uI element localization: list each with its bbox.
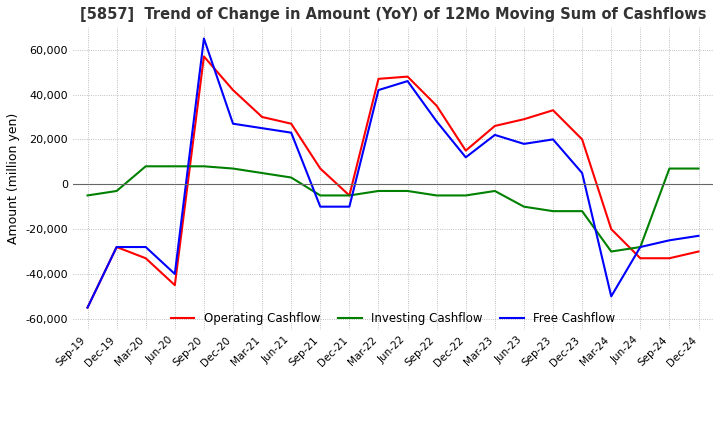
Investing Cashflow xyxy=(345,193,354,198)
Operating Cashflow xyxy=(345,193,354,198)
Free Cashflow xyxy=(665,238,674,243)
Free Cashflow xyxy=(287,130,295,136)
Investing Cashflow xyxy=(462,193,470,198)
Operating Cashflow xyxy=(374,76,383,81)
Investing Cashflow xyxy=(520,204,528,209)
Operating Cashflow xyxy=(607,227,616,232)
Investing Cashflow xyxy=(258,170,266,176)
Operating Cashflow xyxy=(432,103,441,108)
Operating Cashflow xyxy=(258,114,266,120)
Free Cashflow xyxy=(345,204,354,209)
Operating Cashflow xyxy=(490,123,499,128)
Free Cashflow xyxy=(403,78,412,84)
Free Cashflow xyxy=(578,170,587,176)
Title: [5857]  Trend of Change in Amount (YoY) of 12Mo Moving Sum of Cashflows: [5857] Trend of Change in Amount (YoY) o… xyxy=(80,7,706,22)
Free Cashflow xyxy=(141,244,150,249)
Free Cashflow xyxy=(229,121,238,126)
Investing Cashflow xyxy=(229,166,238,171)
Operating Cashflow xyxy=(549,108,557,113)
Investing Cashflow xyxy=(171,164,179,169)
Investing Cashflow xyxy=(607,249,616,254)
Investing Cashflow xyxy=(84,193,92,198)
Y-axis label: Amount (million yen): Amount (million yen) xyxy=(7,113,20,244)
Line: Investing Cashflow: Investing Cashflow xyxy=(88,166,698,252)
Free Cashflow xyxy=(462,155,470,160)
Investing Cashflow xyxy=(578,209,587,214)
Operating Cashflow xyxy=(316,166,325,171)
Investing Cashflow xyxy=(374,188,383,194)
Free Cashflow xyxy=(432,119,441,124)
Investing Cashflow xyxy=(199,164,208,169)
Operating Cashflow xyxy=(199,54,208,59)
Operating Cashflow xyxy=(141,256,150,261)
Investing Cashflow xyxy=(490,188,499,194)
Free Cashflow xyxy=(258,125,266,131)
Operating Cashflow xyxy=(462,148,470,153)
Operating Cashflow xyxy=(694,249,703,254)
Line: Free Cashflow: Free Cashflow xyxy=(88,38,698,308)
Investing Cashflow xyxy=(432,193,441,198)
Operating Cashflow xyxy=(287,121,295,126)
Free Cashflow xyxy=(199,36,208,41)
Operating Cashflow xyxy=(112,244,121,249)
Operating Cashflow xyxy=(171,282,179,288)
Free Cashflow xyxy=(374,88,383,93)
Operating Cashflow xyxy=(665,256,674,261)
Free Cashflow xyxy=(316,204,325,209)
Investing Cashflow xyxy=(694,166,703,171)
Operating Cashflow xyxy=(403,74,412,79)
Free Cashflow xyxy=(549,137,557,142)
Investing Cashflow xyxy=(665,166,674,171)
Operating Cashflow xyxy=(229,88,238,93)
Free Cashflow xyxy=(520,141,528,147)
Free Cashflow xyxy=(112,244,121,249)
Line: Operating Cashflow: Operating Cashflow xyxy=(88,56,698,308)
Investing Cashflow xyxy=(636,244,644,249)
Operating Cashflow xyxy=(520,117,528,122)
Investing Cashflow xyxy=(141,164,150,169)
Legend: Operating Cashflow, Investing Cashflow, Free Cashflow: Operating Cashflow, Investing Cashflow, … xyxy=(166,308,620,330)
Investing Cashflow xyxy=(112,188,121,194)
Free Cashflow xyxy=(171,271,179,277)
Operating Cashflow xyxy=(636,256,644,261)
Operating Cashflow xyxy=(84,305,92,310)
Investing Cashflow xyxy=(316,193,325,198)
Free Cashflow xyxy=(607,294,616,299)
Free Cashflow xyxy=(84,305,92,310)
Free Cashflow xyxy=(490,132,499,138)
Investing Cashflow xyxy=(403,188,412,194)
Free Cashflow xyxy=(694,233,703,238)
Investing Cashflow xyxy=(549,209,557,214)
Investing Cashflow xyxy=(287,175,295,180)
Free Cashflow xyxy=(636,244,644,249)
Operating Cashflow xyxy=(578,137,587,142)
